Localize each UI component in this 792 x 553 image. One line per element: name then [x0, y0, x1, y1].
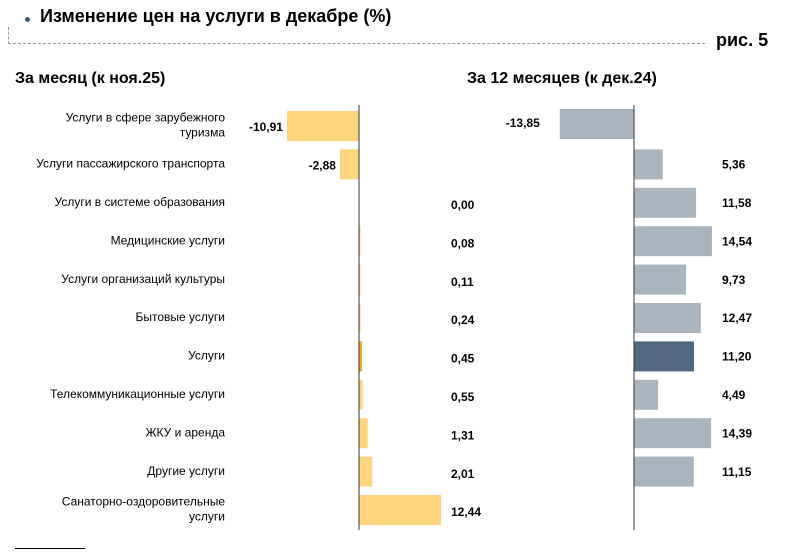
month-value-label: 0,11	[451, 275, 474, 289]
year-value-label: 12,47	[722, 311, 752, 325]
year-bar	[634, 226, 712, 257]
month-value-label: 0,45	[451, 352, 475, 366]
year-bar	[634, 418, 712, 449]
category-label: Услуги пассажирского транспорта	[36, 157, 225, 171]
month-value-label: 1,31	[451, 428, 475, 442]
month-bar	[359, 456, 373, 487]
month-value-label: 0,55	[451, 390, 475, 404]
category-label: Телекоммуникационные услуги	[50, 387, 225, 401]
month-bar	[359, 379, 363, 410]
year-bar	[634, 187, 697, 218]
category-label: Услуги в системе образования	[55, 195, 225, 209]
panel-title-year: За 12 месяцев (к дек.24)	[467, 70, 657, 87]
month-value-label: 0,08	[451, 236, 475, 250]
year-value-label: 11,58	[722, 196, 752, 210]
year-bar	[634, 341, 695, 372]
category-label: Услуги организаций культуры	[61, 272, 225, 286]
footer-rule	[15, 548, 85, 549]
month-bar	[359, 418, 368, 449]
category-label: услуги	[189, 510, 225, 524]
figure-label: рис. 5	[716, 30, 769, 50]
year-value-label: 9,73	[722, 273, 746, 287]
category-label: туризма	[180, 126, 226, 140]
panel-title-month: За месяц (к ноя.25)	[15, 70, 166, 87]
year-bar	[634, 264, 687, 295]
month-bar	[359, 303, 361, 333]
category-label: Бытовые услуги	[136, 310, 226, 324]
month-bar	[359, 264, 361, 295]
month-bar	[359, 341, 362, 372]
year-bar	[634, 379, 659, 410]
year-bar	[559, 109, 634, 139]
month-value-label: 12,44	[451, 505, 481, 519]
month-value-label: 0,24	[451, 313, 475, 327]
page-title: Изменение цен на услуги в декабре (%)	[40, 6, 392, 26]
year-value-label: 11,15	[722, 465, 752, 479]
year-value-label: 14,54	[722, 234, 752, 248]
year-value-label: 4,49	[722, 388, 746, 402]
month-bar	[339, 149, 359, 180]
category-label: ЖКУ и аренда	[145, 425, 225, 439]
category-label: Санаторно-оздоровительные	[62, 495, 226, 509]
year-bar	[634, 456, 694, 487]
year-value-label: 11,20	[722, 350, 752, 364]
month-bar	[359, 495, 442, 525]
month-value-label: 0,00	[451, 198, 475, 212]
year-bar	[634, 303, 701, 333]
year-value-label: 5,36	[722, 158, 746, 172]
header-rule	[8, 27, 705, 44]
category-label: Медицинские услуги	[111, 233, 225, 247]
year-bar	[634, 149, 663, 180]
month-value-label: -10,91	[249, 120, 283, 134]
year-value-label: 14,39	[722, 426, 752, 440]
category-label: Другие услуги	[147, 464, 225, 478]
year-value-label: -13,85	[506, 116, 540, 130]
month-bar	[286, 111, 359, 141]
category-label: Услуги	[188, 349, 225, 363]
month-bar	[359, 226, 361, 257]
header-dot	[25, 17, 30, 22]
month-value-label: -2,88	[309, 159, 337, 173]
category-label: Услуги в сфере зарубежного	[66, 111, 226, 125]
month-value-label: 2,01	[451, 467, 475, 481]
